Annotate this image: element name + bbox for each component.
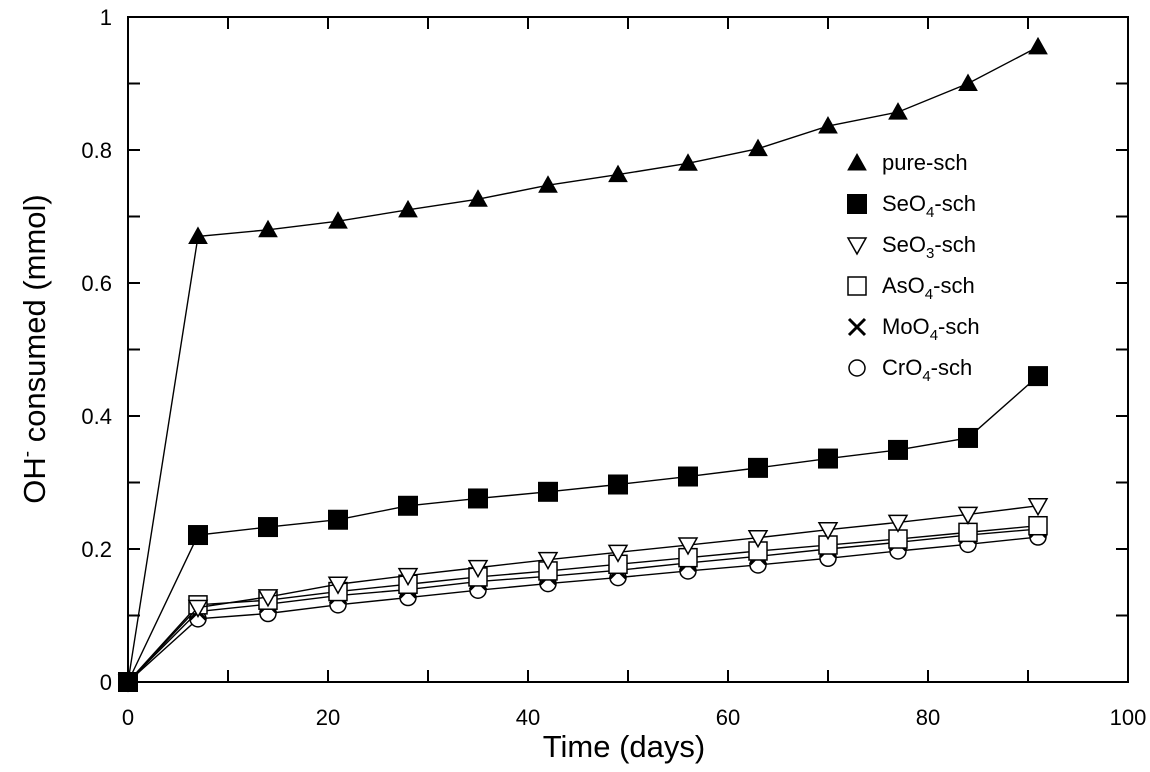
legend-label: MoO4-sch: [882, 314, 980, 344]
plot-frame: [127, 16, 1129, 683]
legend-label: CrO4-sch: [882, 355, 972, 385]
x-tick-label: 80: [916, 705, 940, 730]
x-tick-label: 20: [316, 705, 340, 730]
legend-label: AsO4-sch: [882, 273, 975, 303]
data-point: [888, 102, 908, 120]
legend-marker: [847, 276, 867, 296]
legend-marker: [848, 359, 866, 377]
data-point: [1028, 366, 1048, 387]
data-point: [187, 599, 209, 619]
data-point: [257, 589, 279, 608]
legend-label: SeO4-sch: [882, 191, 976, 221]
data-point: [818, 116, 838, 134]
data-point: [397, 567, 419, 587]
legend-marker: [846, 237, 868, 256]
data-point: [118, 671, 138, 690]
legend-label: pure-sch: [882, 150, 968, 175]
data-point: [188, 525, 208, 546]
data-point: [537, 551, 559, 571]
data-point: [607, 544, 629, 563]
series-SeO4-sch: [118, 366, 1048, 692]
data-point: [468, 488, 488, 509]
series-line: [127, 46, 1039, 683]
data-point: [748, 457, 768, 478]
data-point: [608, 164, 628, 183]
y-axis-title-sup: -: [17, 451, 38, 457]
y-tick-label: 0: [100, 670, 112, 695]
data-point: [398, 495, 418, 516]
data-point: [258, 517, 278, 538]
x-axis-title: Time (days): [543, 729, 705, 764]
legend-marker: [847, 152, 867, 171]
data-point: [677, 537, 699, 556]
y-tick-label: 0.2: [81, 537, 112, 562]
data-point: [538, 481, 558, 502]
y-axis-title: OH- consumed (mmol): [17, 194, 52, 504]
legend-label: SeO3-sch: [882, 232, 976, 262]
data-point: [817, 521, 839, 541]
data-point: [747, 529, 769, 549]
y-axis-title-main: OH: [17, 457, 52, 504]
y-tick-label: 0.4: [81, 404, 112, 429]
series-line: [127, 505, 1039, 683]
data-point: [678, 153, 698, 171]
data-point: [467, 559, 489, 579]
data-point: [608, 474, 628, 495]
data-point: [958, 73, 978, 91]
data-point: [888, 439, 908, 460]
legend-marker: [847, 317, 867, 337]
data-point: [957, 506, 979, 525]
data-point: [678, 466, 698, 487]
y-tick-label: 0.6: [81, 271, 112, 296]
legend-item: pure-sch: [847, 150, 968, 175]
series-layer: [117, 36, 1049, 693]
y-tick-label: 0.8: [81, 138, 112, 163]
series-AsO4-sch: [118, 515, 1048, 692]
legend-item: CrO4-sch: [848, 355, 972, 385]
x-tick-label: 0: [122, 705, 134, 730]
legend-marker: [847, 194, 867, 214]
series-line: [127, 528, 1039, 683]
data-point: [958, 427, 978, 448]
data-point: [398, 199, 418, 218]
y-axis-title-rest: consumed (mmol): [17, 194, 52, 451]
legend-item: SeO3-sch: [846, 232, 976, 262]
tick-marks: [127, 16, 1129, 683]
data-point: [538, 175, 558, 193]
data-point: [328, 211, 348, 229]
legend-item: MoO4-sch: [847, 314, 980, 344]
data-point: [818, 448, 838, 469]
series-pure-sch: [118, 36, 1048, 690]
x-tick-label: 100: [1110, 705, 1147, 730]
legend-item: SeO4-sch: [847, 191, 976, 221]
legend: pure-sch SeO4-sch SeO3-sch AsO4-sch MoO4-sch…: [846, 150, 980, 385]
data-point: [328, 509, 348, 530]
data-point: [188, 226, 208, 244]
y-tick-labels: 0 0.2 0.4 0.6 0.8 1: [81, 5, 112, 695]
series-line: [127, 375, 1039, 683]
x-tick-label: 60: [716, 705, 740, 730]
legend-item: AsO4-sch: [847, 273, 975, 303]
data-point: [258, 219, 278, 238]
series-line: [127, 536, 1039, 683]
data-point: [1028, 36, 1048, 55]
series-line: [127, 525, 1039, 683]
data-point: [1028, 515, 1048, 536]
x-tick-label: 40: [516, 705, 540, 730]
data-point: [887, 514, 909, 533]
y-tick-label: 1: [100, 5, 112, 30]
data-point: [327, 576, 349, 595]
data-point: [468, 189, 488, 207]
data-point: [1027, 498, 1049, 517]
x-tick-labels: 0 20 40 60 80 100: [122, 705, 1146, 730]
data-point: [748, 138, 768, 157]
data-point: [958, 522, 978, 543]
